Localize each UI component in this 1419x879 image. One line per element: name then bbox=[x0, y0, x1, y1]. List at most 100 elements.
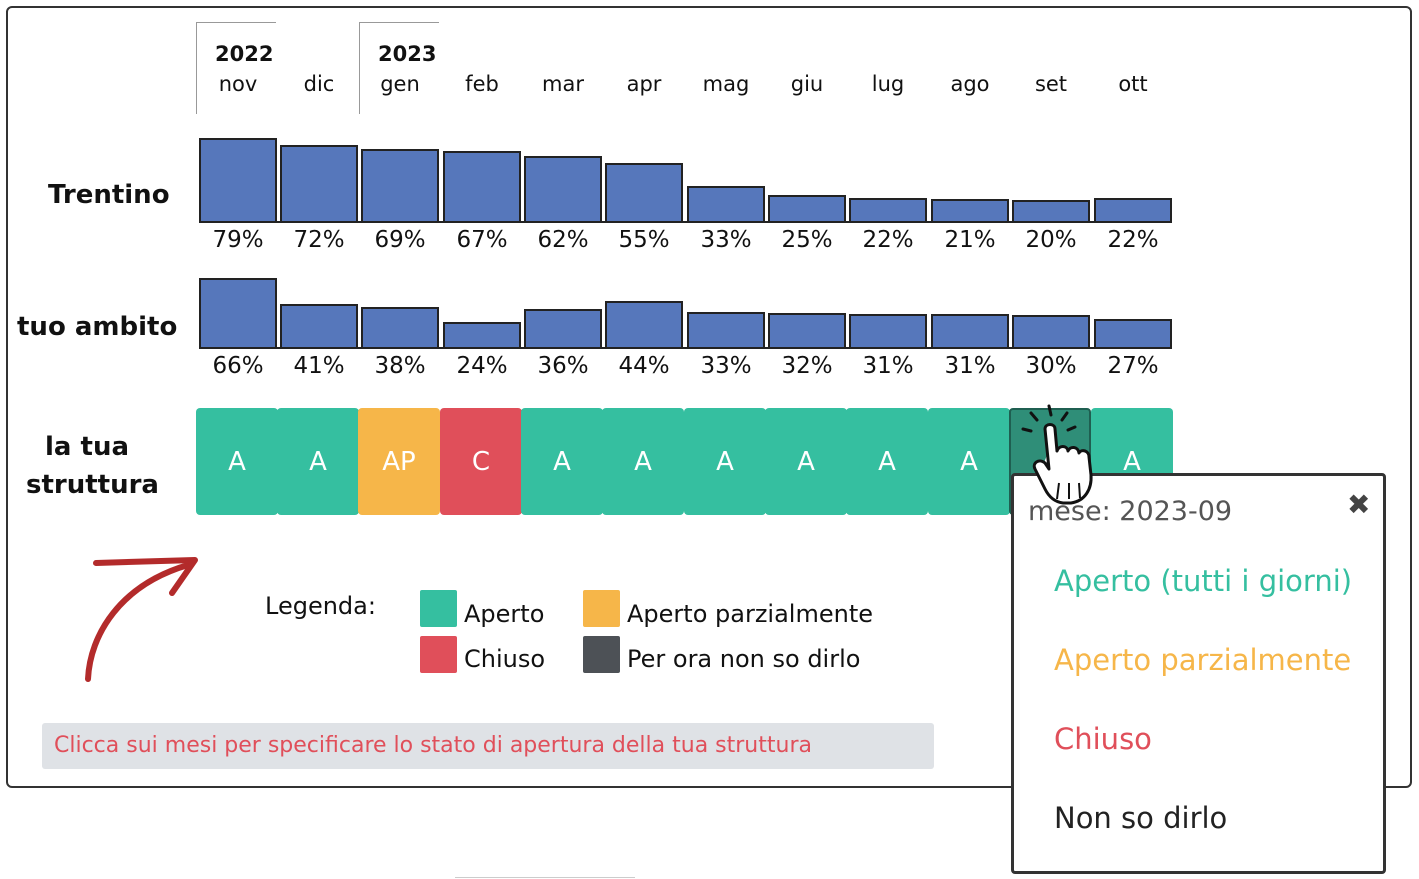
trentino-bar bbox=[199, 138, 277, 221]
ambito-bar bbox=[768, 313, 846, 347]
trentino-bar bbox=[280, 145, 358, 221]
ambito-bar bbox=[524, 309, 602, 347]
trentino-bar bbox=[849, 198, 927, 221]
month-label-apr[interactable]: apr bbox=[626, 72, 662, 96]
legend-label-aperto: Aperto bbox=[464, 600, 545, 628]
month-label-set[interactable]: set bbox=[1034, 72, 1068, 96]
ambito-bar bbox=[199, 278, 277, 347]
trentino-value-label: 62% bbox=[537, 227, 589, 253]
row-label-line: la tua bbox=[45, 432, 129, 462]
month-label-ago[interactable]: ago bbox=[950, 72, 990, 96]
year-marker-2022 bbox=[196, 22, 276, 114]
ambito-bar bbox=[280, 304, 358, 347]
ambito-bar bbox=[1094, 319, 1172, 347]
close-icon[interactable]: ✖ bbox=[1347, 488, 1371, 521]
trentino-bar bbox=[605, 163, 683, 221]
month-status-cell[interactable]: A bbox=[765, 408, 847, 515]
year-label: 2022 bbox=[215, 42, 274, 66]
trentino-value-label: 33% bbox=[700, 227, 752, 253]
trentino-value-label: 22% bbox=[1107, 227, 1159, 253]
legend-label-parziale: Aperto parzialmente bbox=[627, 600, 873, 628]
instruction-hint: Clicca sui mesi per specificare lo stato… bbox=[42, 723, 934, 769]
trentino-value-label: 22% bbox=[862, 227, 914, 253]
month-label-mag[interactable]: mag bbox=[702, 72, 750, 96]
month-label-nov[interactable]: nov bbox=[218, 72, 258, 96]
year-label: 2023 bbox=[378, 42, 437, 66]
trentino-value-label: 72% bbox=[293, 227, 345, 253]
month-status-popup: mese: 2023-09 ✖ Aperto (tutti i giorni) … bbox=[1011, 473, 1386, 874]
legend-label-chiuso: Chiuso bbox=[464, 645, 546, 673]
option-chiuso[interactable]: Chiuso bbox=[1054, 722, 1152, 756]
trentino-value-label: 25% bbox=[781, 227, 833, 253]
ambito-value-label: 38% bbox=[374, 353, 426, 379]
month-status-cell[interactable]: C bbox=[440, 408, 522, 515]
trentino-bar bbox=[524, 156, 602, 221]
year-marker-2023 bbox=[359, 22, 439, 114]
trentino-bar bbox=[361, 149, 439, 221]
trentino-bar bbox=[687, 186, 765, 221]
legend-swatch-chiuso bbox=[420, 636, 457, 673]
chart-baseline bbox=[199, 221, 1172, 223]
trentino-value-label: 69% bbox=[374, 227, 426, 253]
ambito-bar bbox=[443, 322, 521, 347]
month-status-cell[interactable]: AP bbox=[358, 408, 440, 515]
ambito-value-label: 33% bbox=[700, 353, 752, 379]
month-label-lug[interactable]: lug bbox=[871, 72, 905, 96]
ambito-value-label: 24% bbox=[456, 353, 508, 379]
ambito-value-label: 66% bbox=[212, 353, 264, 379]
month-label-gen[interactable]: gen bbox=[380, 72, 420, 96]
ambito-value-label: 44% bbox=[618, 353, 670, 379]
month-label-feb[interactable]: feb bbox=[465, 72, 499, 96]
row-label-struttura: la tua struttura bbox=[26, 428, 159, 504]
ambito-bar bbox=[931, 314, 1009, 347]
ambito-bar bbox=[687, 312, 765, 347]
month-label-mar[interactable]: mar bbox=[542, 72, 584, 96]
row-label-line: struttura bbox=[26, 470, 159, 500]
ambito-bar bbox=[1012, 315, 1090, 347]
row-label-ambito: tuo ambito bbox=[17, 312, 178, 342]
month-status-cell[interactable]: A bbox=[277, 408, 359, 515]
trentino-value-label: 79% bbox=[212, 227, 264, 253]
ambito-bar bbox=[849, 314, 927, 347]
ambito-value-label: 41% bbox=[293, 353, 345, 379]
curved-arrow-icon bbox=[85, 557, 198, 682]
ambito-bar bbox=[361, 307, 439, 347]
trentino-bar bbox=[1012, 200, 1090, 221]
ambito-value-label: 31% bbox=[944, 353, 996, 379]
trentino-bar bbox=[931, 199, 1009, 221]
ambito-value-label: 36% bbox=[537, 353, 589, 379]
trentino-value-label: 21% bbox=[944, 227, 996, 253]
month-status-cell[interactable]: A bbox=[928, 408, 1010, 515]
month-status-cell[interactable]: A bbox=[602, 408, 684, 515]
row-label-trentino: Trentino bbox=[48, 180, 170, 210]
month-label-giu[interactable]: giu bbox=[790, 72, 824, 96]
legend-swatch-parziale bbox=[583, 590, 620, 627]
ambito-value-label: 30% bbox=[1025, 353, 1077, 379]
option-aperto[interactable]: Aperto (tutti i giorni) bbox=[1054, 564, 1353, 598]
ambito-value-label: 27% bbox=[1107, 353, 1159, 379]
trentino-value-label: 67% bbox=[456, 227, 508, 253]
trentino-bar bbox=[768, 195, 846, 221]
legend-title: Legenda: bbox=[265, 592, 376, 620]
legend-label-non-so: Per ora non so dirlo bbox=[627, 645, 861, 673]
ambito-value-label: 31% bbox=[862, 353, 914, 379]
legend-swatch-non-so bbox=[583, 636, 620, 673]
trentino-bar bbox=[1094, 198, 1172, 221]
chart-baseline bbox=[199, 347, 1172, 349]
divider bbox=[455, 877, 635, 878]
hand-pointer-icon bbox=[1021, 404, 1093, 505]
month-label-ott[interactable]: ott bbox=[1118, 72, 1148, 96]
month-status-cell[interactable]: A bbox=[196, 408, 278, 515]
month-status-cell[interactable]: A bbox=[684, 408, 766, 515]
legend-swatch-aperto bbox=[420, 590, 457, 627]
ambito-value-label: 32% bbox=[781, 353, 833, 379]
trentino-bar bbox=[443, 151, 521, 221]
ambito-bar bbox=[605, 301, 683, 347]
month-label-dic[interactable]: dic bbox=[303, 72, 335, 96]
month-status-cell[interactable]: A bbox=[521, 408, 603, 515]
month-status-cell[interactable]: A bbox=[846, 408, 928, 515]
option-non-so[interactable]: Non so dirlo bbox=[1054, 801, 1228, 835]
option-parziale[interactable]: Aperto parzialmente bbox=[1054, 643, 1352, 677]
trentino-value-label: 20% bbox=[1025, 227, 1077, 253]
trentino-value-label: 55% bbox=[618, 227, 670, 253]
